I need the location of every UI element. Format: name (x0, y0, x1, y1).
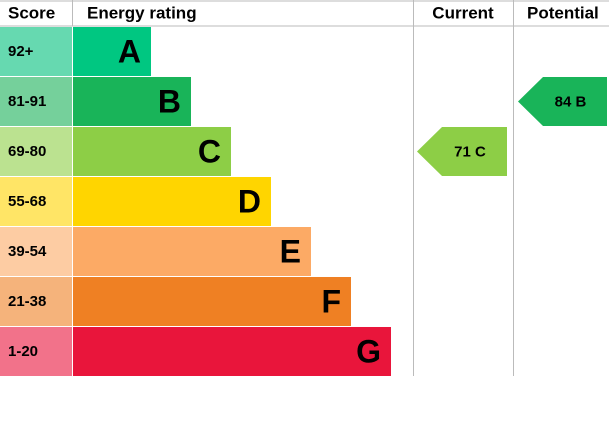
rating-bar (73, 177, 271, 226)
score-label: 1-20 (8, 343, 38, 360)
rating-letter: B (158, 83, 181, 119)
score-label: 39-54 (8, 243, 47, 260)
score-label: 55-68 (8, 193, 46, 210)
score-cell (0, 77, 72, 126)
score-cell (0, 27, 72, 76)
score-label: 69-80 (8, 143, 46, 160)
rating-bar (73, 327, 391, 376)
rating-bar (73, 277, 351, 326)
rating-bar (73, 127, 231, 176)
header: Current (432, 3, 494, 22)
rating-bar (73, 227, 311, 276)
header: Energy rating (87, 3, 197, 22)
rating-bar (73, 77, 191, 126)
score-label: 92+ (8, 43, 34, 60)
score-cell (0, 227, 72, 276)
rating-arrow (518, 77, 607, 126)
score-cell (0, 327, 72, 376)
rating-letter: C (198, 133, 221, 169)
score-cell (0, 127, 72, 176)
header: Score (8, 3, 55, 22)
rating-letter: D (238, 183, 261, 219)
arrow-label: 71 C (454, 143, 486, 160)
rating-letter: E (280, 233, 301, 269)
score-label: 21-38 (8, 293, 46, 310)
rating-arrow (417, 127, 507, 176)
rating-letter: G (356, 333, 381, 369)
rating-bar (73, 27, 151, 76)
rating-letter: A (118, 33, 141, 69)
score-label: 81-91 (8, 93, 46, 110)
score-cell (0, 277, 72, 326)
score-cell (0, 177, 72, 226)
header: Potential (527, 3, 599, 22)
rating-letter: F (321, 283, 341, 319)
arrow-label: 84 B (555, 93, 587, 110)
